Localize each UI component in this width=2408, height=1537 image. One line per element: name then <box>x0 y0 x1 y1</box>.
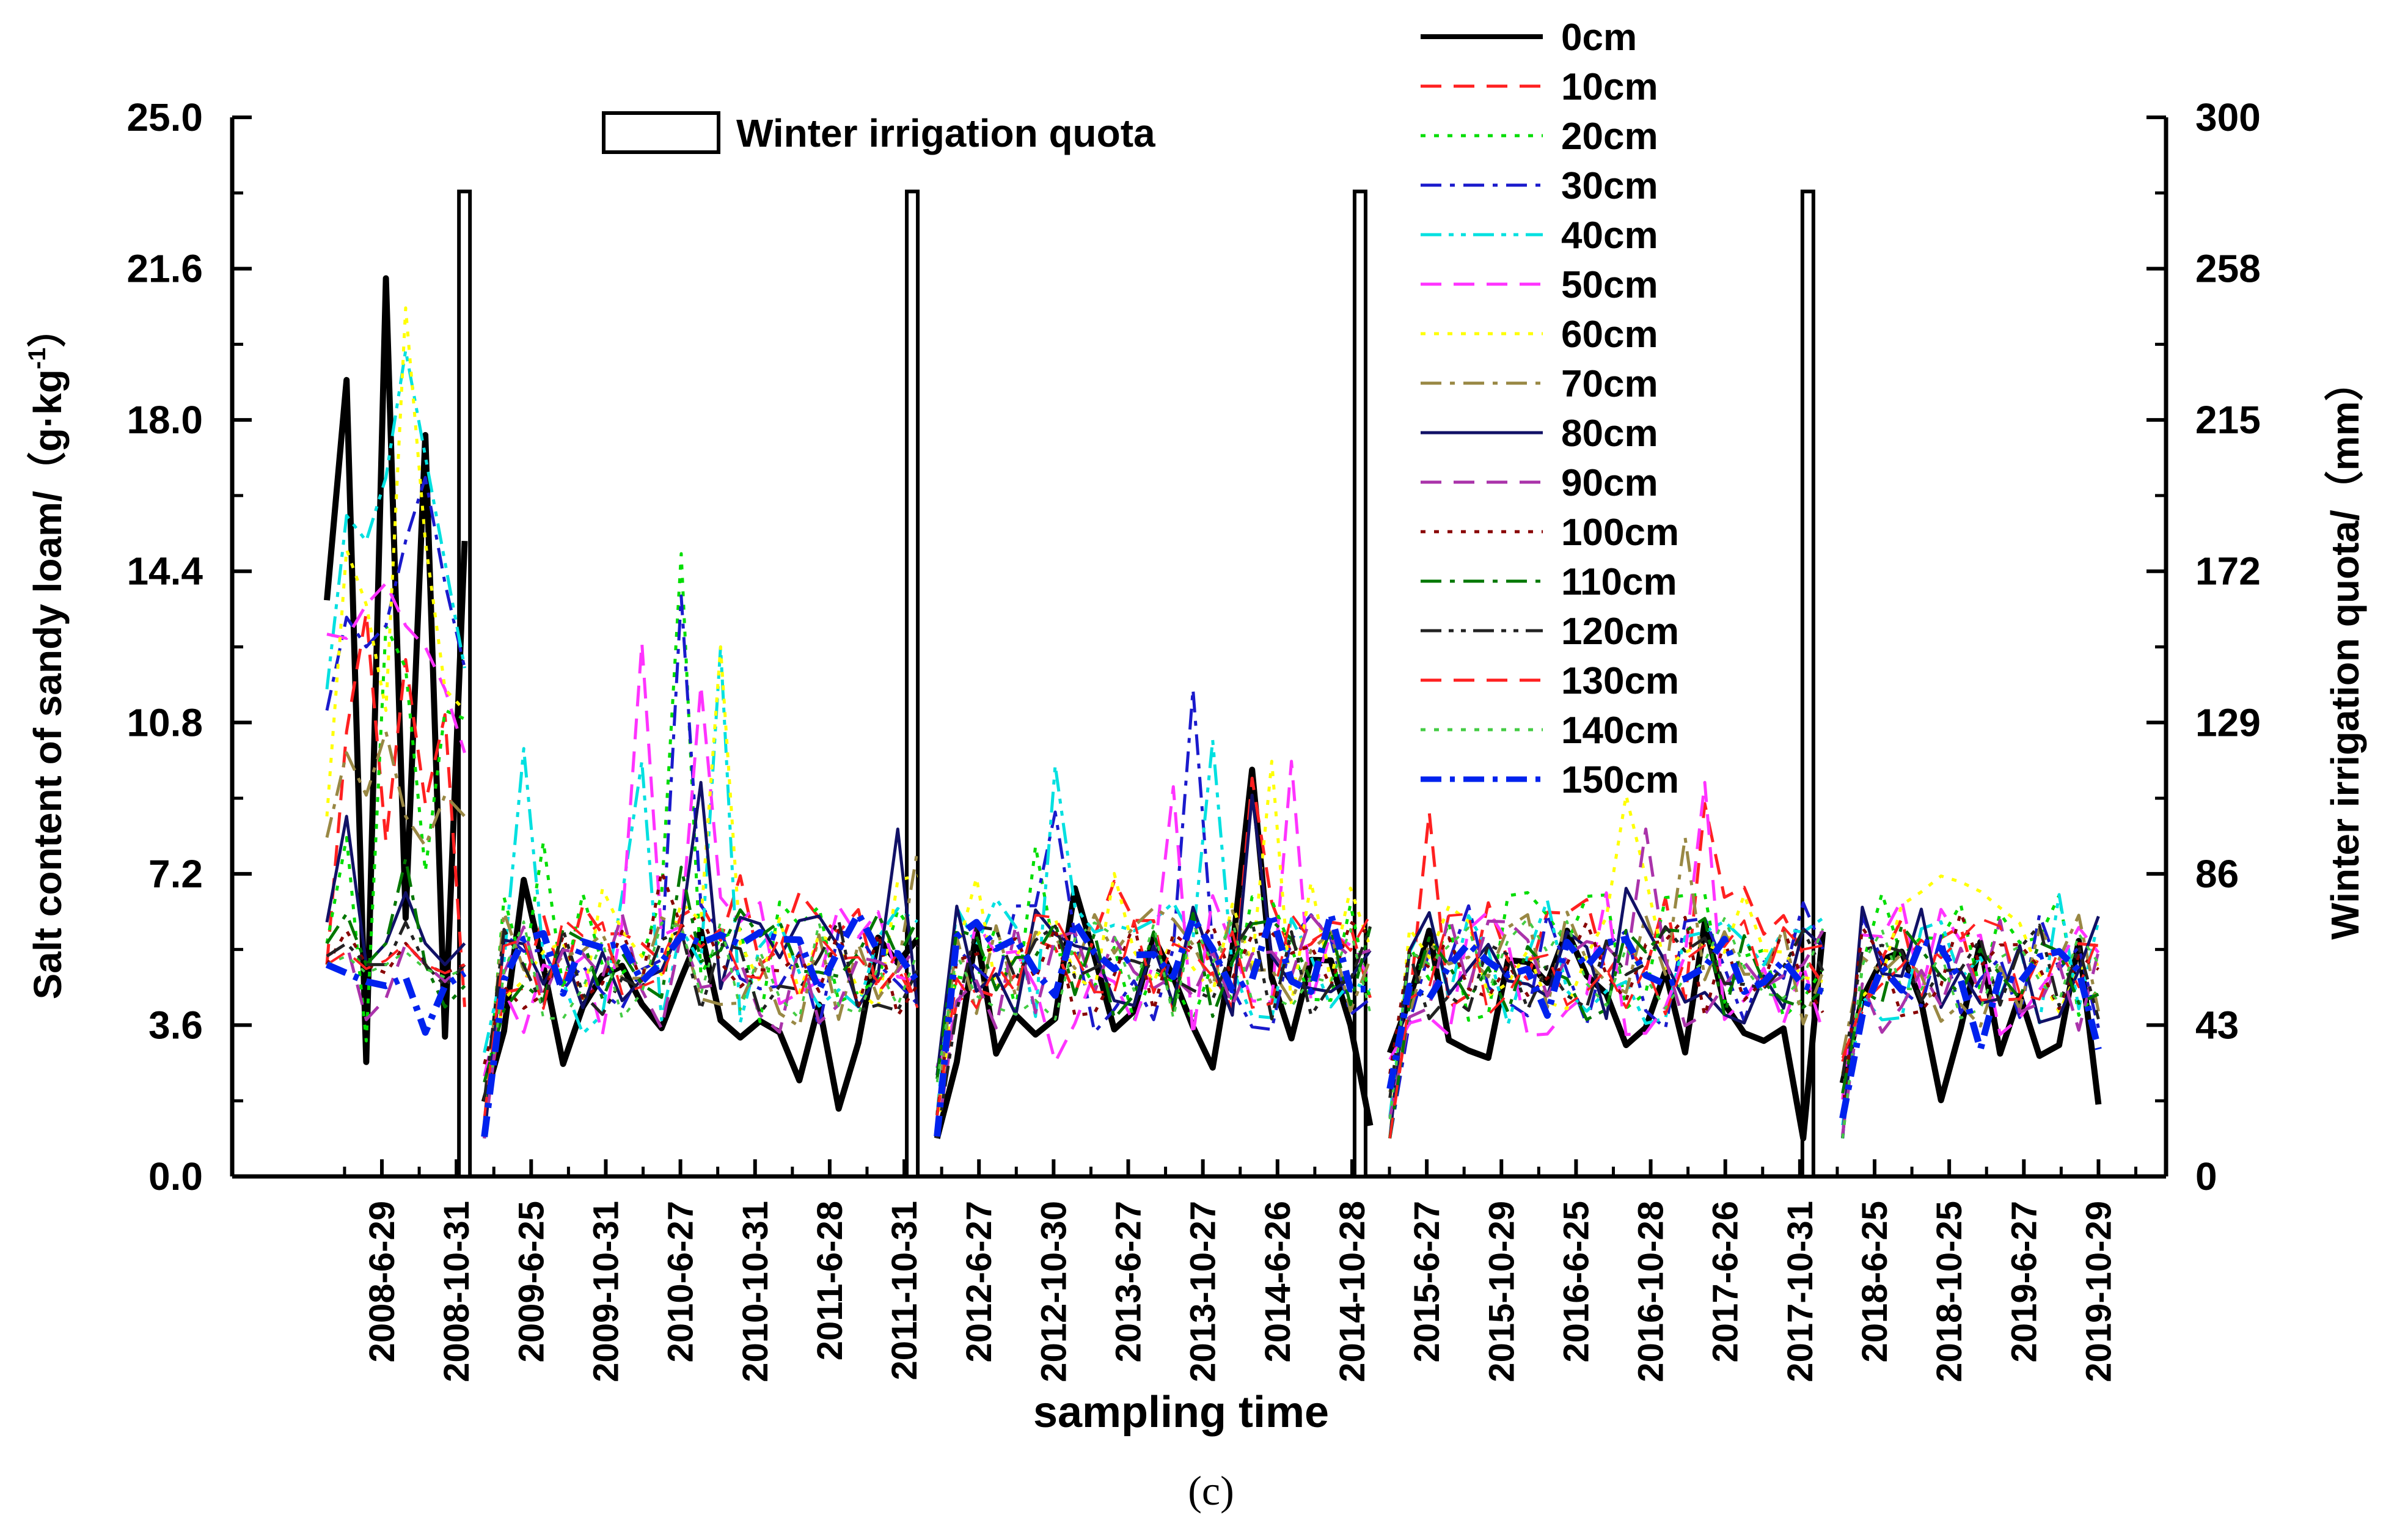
x-tick-label: 2009-6-25 <box>511 1201 551 1362</box>
x-tick-label: 2013-6-27 <box>1109 1201 1149 1362</box>
x-tick-label: 2018-6-25 <box>1855 1201 1895 1362</box>
left-tick-label: 18.0 <box>126 398 203 442</box>
legend-label-110cm: 110cm <box>1561 561 1677 603</box>
right-tick-label: 0 <box>2195 1154 2217 1198</box>
x-tick-label: 2013-10-27 <box>1184 1201 1223 1382</box>
right-tick-label: 86 <box>2195 852 2239 896</box>
y-axis-left-title-sup: -1 <box>24 348 51 370</box>
x-axis-title: sampling time <box>1033 1388 1329 1437</box>
x-tick-label: 2011-10-31 <box>885 1201 924 1380</box>
legend-label-90cm: 90cm <box>1561 462 1658 504</box>
right-tick-label: 300 <box>2195 95 2261 139</box>
right-tick-label: 129 <box>2195 700 2261 744</box>
right-tick-label: 43 <box>2195 1003 2239 1047</box>
legend-label-20cm: 20cm <box>1561 116 1658 158</box>
figure-caption: (c) <box>1188 1467 1234 1514</box>
left-tick-label: 14.4 <box>126 549 203 593</box>
bar-legend: Winter irrigation quota <box>602 111 1155 155</box>
x-tick-label: 2011-6-28 <box>810 1201 850 1360</box>
irrigation-bar-2014-10-28 <box>1352 189 1367 1178</box>
left-tick-label: 21.6 <box>126 247 203 291</box>
series-lines <box>324 275 2102 1142</box>
y-axis-left-title: Salt content of sandy loam/（g·kg-1） <box>24 309 70 1000</box>
series-line-30cm <box>325 475 2100 1139</box>
left-tick-label: 10.8 <box>126 700 203 744</box>
x-tick-label: 2016-6-25 <box>1556 1201 1596 1362</box>
legend-label-60cm: 60cm <box>1561 314 1658 356</box>
series-line-130cm <box>326 912 2100 1139</box>
right-tick-label: 172 <box>2195 549 2261 593</box>
irrigation-bar-2011-10-31 <box>905 189 920 1178</box>
x-tick-label: 2015-10-29 <box>1482 1201 1521 1382</box>
series-line-110cm <box>325 857 2099 1139</box>
x-tick-label: 2008-10-31 <box>437 1201 477 1382</box>
legend-label-10cm: 10cm <box>1561 66 1658 108</box>
x-tick-label: 2015-6-27 <box>1407 1201 1447 1362</box>
x-tick-label: 2016-10-28 <box>1631 1201 1671 1382</box>
left-tick-label: 7.2 <box>148 852 203 896</box>
legend-label-140cm: 140cm <box>1561 710 1679 752</box>
legend-label-30cm: 30cm <box>1561 165 1658 207</box>
left-tick-label: 0.0 <box>148 1154 203 1198</box>
series-line-0cm <box>324 275 2102 1142</box>
series-line-120cm <box>326 919 2100 1139</box>
x-tick-label: 2017-6-26 <box>1706 1201 1746 1362</box>
x-tick-label: 2018-10-25 <box>1930 1201 1969 1382</box>
left-axis: 0.0 3.6 7.2 10.8 14.4 18.0 21.6 25.0 <box>126 95 252 1198</box>
x-tick-label: 2017-10-31 <box>1780 1201 1820 1382</box>
x-tick-label: 2012-10-30 <box>1034 1201 1074 1382</box>
left-tick-label: 3.6 <box>148 1003 203 1047</box>
x-tick-label: 2008-6-29 <box>362 1201 402 1362</box>
y-axis-left-title-main: Salt content of sandy loam/（g·kg <box>26 369 70 999</box>
right-tick-label: 258 <box>2195 247 2261 291</box>
y-axis-left-title-tail: ） <box>26 309 70 348</box>
legend-label-130cm: 130cm <box>1561 660 1679 702</box>
legend: 0cm 10cm 20cm 30cm 40cm 50cm 60cm 70cm 80cm 90cm 1… <box>1421 17 1679 801</box>
series-line-60cm <box>325 306 2099 1139</box>
legend-label-150cm: 150cm <box>1561 759 1679 801</box>
legend-label-120cm: 120cm <box>1561 611 1679 653</box>
left-tick-label: 25.0 <box>126 95 203 139</box>
x-axis: 2008-6-29 2008-10-31 2009-6-25 2009-10-31 20… <box>343 1159 2138 1382</box>
right-axis: 0 43 86 129 172 215 258 300 <box>2146 95 2261 1198</box>
bar-legend-label: Winter irrigation quota <box>736 111 1155 155</box>
legend-label-50cm: 50cm <box>1561 264 1658 306</box>
x-tick-label: 2019-10-29 <box>2079 1201 2118 1382</box>
legend-label-70cm: 70cm <box>1561 363 1658 405</box>
series-line-80cm <box>325 780 2100 1139</box>
legend-label-0cm: 0cm <box>1561 17 1637 59</box>
legend-label-80cm: 80cm <box>1561 413 1658 455</box>
x-tick-label: 2010-10-31 <box>736 1201 775 1382</box>
bar-legend-swatch <box>602 111 720 154</box>
y-axis-right-title: Winter irrigation quota/（mm） <box>2323 362 2367 939</box>
x-tick-label: 2010-6-27 <box>661 1201 701 1362</box>
legend-label-40cm: 40cm <box>1561 215 1658 257</box>
series-line-70cm <box>325 730 2100 1122</box>
x-tick-label: 2014-6-26 <box>1258 1201 1298 1362</box>
x-tick-label: 2009-10-31 <box>586 1201 626 1382</box>
plot-frame <box>230 117 2168 1179</box>
series-line-150cm <box>325 910 2102 1137</box>
legend-label-100cm: 100cm <box>1561 512 1679 554</box>
x-tick-label: 2019-6-27 <box>2004 1201 2044 1362</box>
right-tick-label: 215 <box>2195 398 2261 442</box>
series-line-40cm <box>325 348 2100 1126</box>
x-tick-label: 2012-6-27 <box>959 1201 999 1362</box>
x-tick-label: 2014-10-28 <box>1333 1201 1372 1382</box>
series-line-50cm <box>326 582 2100 1100</box>
